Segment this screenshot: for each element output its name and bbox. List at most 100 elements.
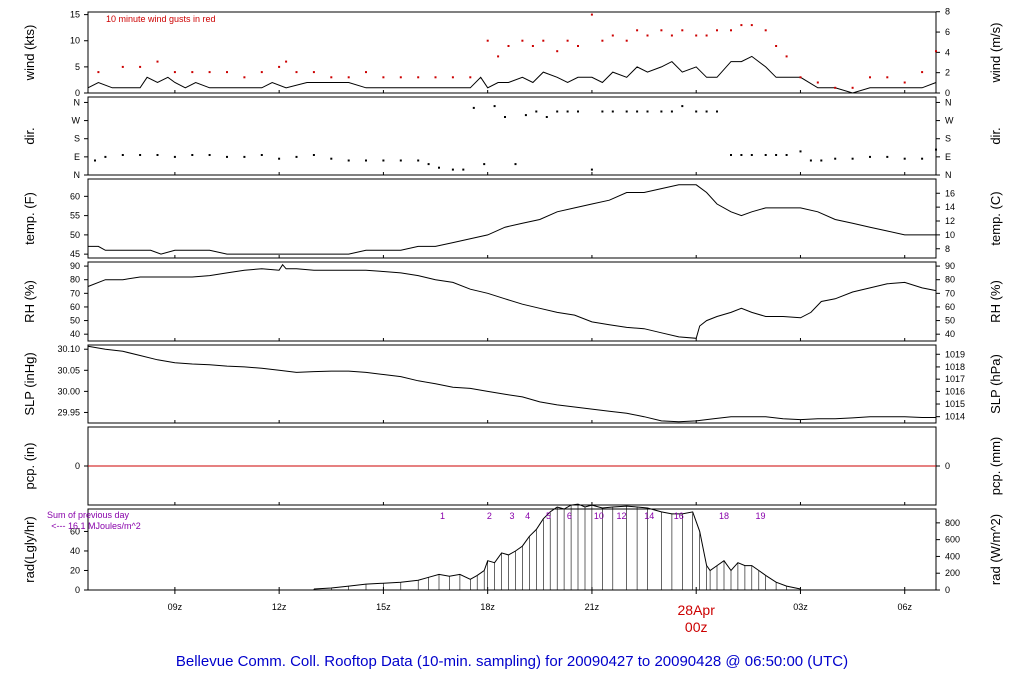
right-tick-label: 2 — [945, 68, 950, 78]
right-tick-label: 14 — [945, 202, 955, 212]
data-point — [521, 39, 524, 42]
data-point — [347, 159, 350, 162]
left-tick-label: W — [72, 116, 81, 126]
left-tick-label: 50 — [70, 230, 80, 240]
data-point — [681, 105, 684, 108]
y-axis-label-right: RH (%) — [988, 280, 1003, 323]
data-point — [809, 159, 812, 162]
x-tick-label: 21z — [585, 602, 600, 612]
right-tick-label: N — [945, 97, 952, 107]
data-point — [295, 155, 298, 158]
data-point — [869, 76, 871, 79]
panel-frame — [87, 178, 937, 259]
y-axis-label-right: wind (m/s) — [988, 23, 1003, 84]
left-tick-label: N — [74, 97, 81, 107]
data-point — [775, 154, 778, 156]
right-tick-label: 200 — [945, 568, 960, 578]
data-point — [104, 155, 107, 158]
data-point — [417, 76, 420, 79]
left-tick-label: N — [74, 170, 81, 180]
left-tick-label: 40 — [70, 546, 80, 556]
data-point — [417, 159, 420, 162]
data-point — [921, 71, 924, 74]
data-point — [716, 29, 718, 32]
series-line — [87, 263, 937, 339]
right-tick-label: 8 — [945, 7, 950, 17]
data-point — [740, 154, 743, 156]
hour-marker: 18 — [719, 511, 729, 521]
y-axis-label-left: SLP (inHg) — [22, 352, 37, 415]
data-point — [903, 81, 906, 84]
panel-pcp: 0 0 pcp. (in) pcp. (mm) — [22, 426, 1003, 506]
left-tick-label: 60 — [70, 191, 80, 201]
data-point — [399, 76, 402, 79]
data-point — [740, 24, 743, 27]
data-point — [545, 116, 548, 118]
data-point — [121, 65, 124, 68]
right-tick-label: 40 — [945, 329, 955, 339]
y-axis-label-right: pcp. (mm) — [988, 437, 1003, 496]
panel-frame — [87, 96, 937, 176]
left-tick-label: 90 — [70, 261, 80, 271]
data-point — [577, 45, 579, 47]
data-point — [611, 110, 614, 113]
x-tick-label: 09z — [168, 602, 183, 612]
data-point — [462, 168, 465, 171]
left-tick-label: 30.00 — [57, 386, 80, 396]
data-point — [542, 39, 545, 42]
data-point — [935, 50, 937, 53]
data-point — [636, 29, 639, 32]
left-tick-label: 30.10 — [57, 344, 80, 354]
data-point — [243, 155, 246, 158]
left-tick-label: 70 — [70, 288, 80, 298]
data-point — [493, 105, 496, 108]
gust-annotation: 10 minute wind gusts in red — [106, 14, 216, 24]
data-point — [191, 71, 194, 74]
daily-sum-value: <--- 16.1 MJoules/m^2 — [51, 521, 141, 531]
data-point — [750, 24, 753, 27]
data-point — [834, 86, 837, 89]
data-point — [208, 154, 211, 156]
data-point — [191, 154, 194, 156]
data-point — [278, 65, 281, 68]
data-point — [646, 34, 649, 37]
data-point — [799, 76, 802, 79]
data-point — [156, 60, 159, 63]
left-tick-label: 0 — [75, 461, 80, 471]
left-tick-label: 15 — [70, 10, 80, 20]
y-axis-label-right: dir. — [988, 127, 1003, 144]
data-point — [97, 71, 100, 74]
panel-wind: 0 5 10 15 0 2 4 6 8 wind (kts) wind (m/s) 10 minute… — [22, 7, 1003, 98]
data-point — [660, 110, 663, 113]
data-point — [260, 154, 263, 156]
data-point — [451, 76, 454, 79]
right-tick-label: 1015 — [945, 399, 965, 409]
data-point — [312, 154, 315, 156]
data-point — [260, 71, 263, 74]
left-tick-label: 60 — [70, 302, 80, 312]
panel-frame — [87, 344, 937, 424]
data-point — [851, 157, 854, 160]
data-point — [556, 110, 559, 113]
data-point — [716, 110, 718, 113]
right-tick-label: 50 — [945, 316, 955, 326]
data-point — [504, 116, 506, 118]
data-point — [764, 154, 767, 156]
data-point — [173, 155, 176, 158]
data-point — [681, 29, 684, 32]
data-point — [590, 168, 593, 171]
left-tick-label: S — [74, 134, 80, 144]
data-point — [695, 34, 698, 37]
right-tick-label: 8 — [945, 244, 950, 254]
left-tick-label: 55 — [70, 211, 80, 221]
data-point — [243, 76, 246, 79]
data-point — [285, 60, 288, 63]
data-point — [347, 76, 350, 79]
left-tick-label: 40 — [70, 329, 80, 339]
data-point — [646, 110, 649, 113]
right-tick-label: 10 — [945, 230, 955, 240]
left-tick-label: 20 — [70, 565, 80, 575]
